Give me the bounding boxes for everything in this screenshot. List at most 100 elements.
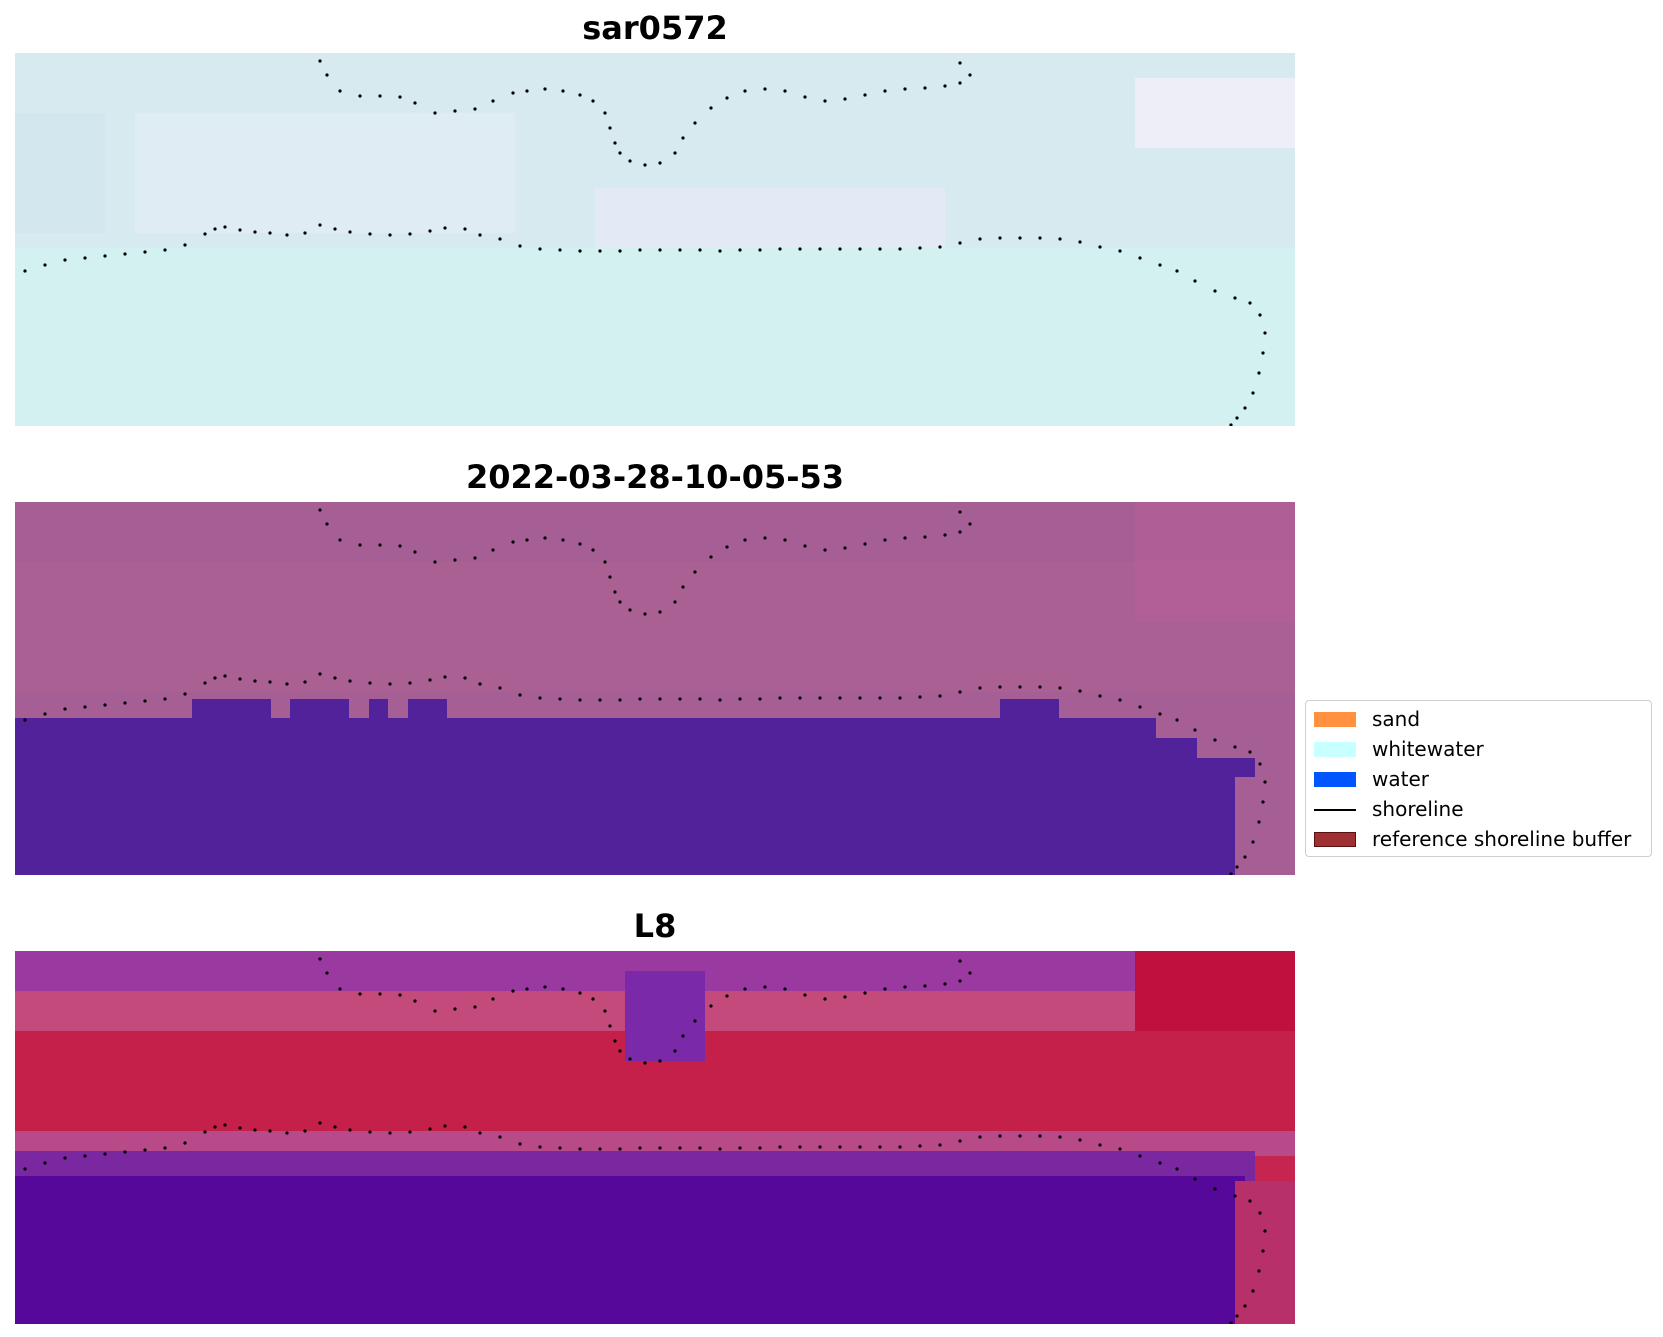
shoreline-dot [998,1134,1002,1138]
shoreline-dot [903,87,907,91]
shoreline-dot [203,681,207,685]
shoreline-dot [103,254,107,258]
shoreline-dot [1038,685,1042,689]
shoreline-dot [798,1145,802,1149]
shoreline-dot [613,590,617,594]
shoreline-dot [23,718,27,722]
shoreline-dot [213,676,217,680]
shoreline-dot [763,536,767,540]
shoreline-dot [338,987,342,991]
shoreline-dot [1018,685,1022,689]
shoreline-dot [498,1135,502,1139]
sar-light-patch [595,188,945,248]
shoreline-dot [378,94,382,98]
shoreline-dot [838,247,842,251]
legend-item-whitewater: whitewater [1314,734,1484,764]
shoreline-dot [1098,245,1102,249]
shoreline-dot [943,84,947,88]
shoreline-dot [525,538,529,542]
shoreline-dot [968,522,972,526]
shoreline-dot [453,109,457,113]
shoreline-dot [803,95,807,99]
shoreline-dot [943,982,947,986]
shoreline-dot [1243,406,1247,410]
shoreline-dot [408,232,412,236]
shoreline-dot [903,985,907,989]
classified-texture [15,562,1295,692]
shoreline-dot [698,697,702,701]
shoreline-dot [618,151,622,155]
shoreline-dot [1158,1161,1162,1165]
shoreline-dot [398,993,402,997]
shoreline-dot [918,695,922,699]
shoreline-dot [628,608,632,612]
shoreline-dot [358,94,362,98]
shoreline-dot [608,575,612,579]
shoreline-dot [643,612,647,616]
classified-image [15,502,1295,875]
shoreline-dot [428,678,432,682]
shoreline-dot [213,227,217,231]
shoreline-dot [348,230,352,234]
shoreline-dot [818,696,822,700]
shoreline-dot [978,1135,982,1139]
shoreline-dot [678,1146,682,1150]
shoreline-dot [798,696,802,700]
shoreline-dot [698,248,702,252]
shoreline-dot [998,685,1002,689]
shoreline-dot [213,1125,217,1129]
shoreline-dot [388,1131,392,1135]
shoreline-dot [578,93,582,97]
shoreline-dot [543,985,547,989]
shoreline-dot [863,93,867,97]
shoreline-dot [709,1004,713,1008]
shoreline-dot [783,89,787,93]
shoreline-dot [823,99,827,103]
shoreline-dot [863,991,867,995]
shoreline-dot [958,690,962,694]
legend-label: reference shoreline buffer [1372,827,1632,851]
shoreline-dot [778,696,782,700]
shoreline-dot [638,697,642,701]
shoreline-dot [43,1161,47,1165]
shoreline-dot [783,987,787,991]
shoreline-dot [525,987,529,991]
shoreline-dot [223,674,227,678]
shoreline-dot [618,1049,622,1053]
shoreline-dot [1243,1304,1247,1308]
shoreline-dot [43,263,47,267]
shoreline-dots-upper [318,508,972,616]
shoreline-dot [598,698,602,702]
shoreline-dot [123,252,127,256]
shoreline-dot [718,1147,722,1151]
shoreline-dot [743,89,747,93]
shoreline-dot [1233,745,1237,749]
legend-label: shoreline [1372,797,1464,821]
shoreline-dot [253,230,257,234]
shoreline-dot [823,548,827,552]
shoreline-dot [123,701,127,705]
sar-light-patch [1135,78,1295,148]
shoreline-dot [1193,1177,1197,1181]
shoreline-dot [898,696,902,700]
shoreline-dot [518,244,522,248]
shoreline-dot [998,236,1002,240]
shoreline-dot [433,111,437,115]
shoreline-dot [443,226,447,230]
shoreline-dot [103,703,107,707]
shoreline-dot [525,89,529,93]
shoreline-dot [658,248,662,252]
shoreline-dot [1251,840,1255,844]
shoreline-dot [333,676,337,680]
shoreline-dot [1118,698,1122,702]
shoreline-dot [143,699,147,703]
shoreline-dot [1233,1194,1237,1198]
shoreline-dot [698,1146,702,1150]
shoreline-dot [681,136,685,140]
shoreline-dot [1243,855,1247,859]
shoreline-dot [561,89,565,93]
shoreline-dot [285,233,289,237]
shoreline-dots-lower [23,223,1267,426]
shoreline-dot [1251,1289,1255,1293]
shoreline-dot [1038,236,1042,240]
